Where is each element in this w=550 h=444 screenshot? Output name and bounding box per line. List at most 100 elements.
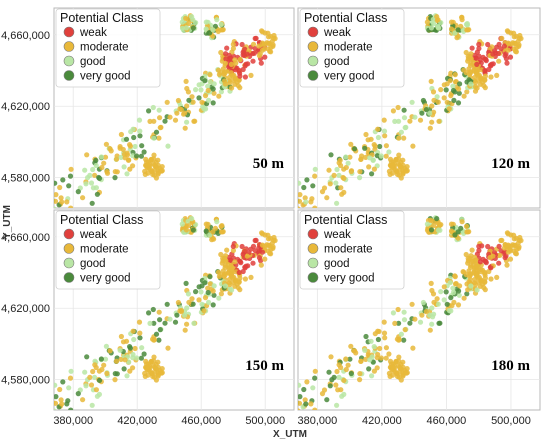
- data-point: [456, 90, 462, 96]
- data-point: [222, 283, 228, 289]
- data-point: [193, 87, 199, 93]
- axes-layer: 4,580,000 4,620,000 4,660,000 4,580,000 4,62…: [1, 30, 531, 427]
- data-point: [431, 223, 437, 229]
- data-point: [54, 400, 59, 406]
- data-point: [242, 63, 248, 69]
- data-point: [185, 21, 192, 27]
- data-point: [398, 129, 404, 135]
- data-point: [66, 385, 72, 391]
- data-point: [483, 258, 489, 265]
- data-point: [357, 377, 363, 383]
- data-point: [222, 81, 228, 87]
- data-point: [139, 143, 145, 149]
- data-point: [205, 87, 211, 94]
- data-point: [298, 400, 303, 406]
- data-point: [189, 94, 195, 100]
- data-point: [341, 175, 347, 181]
- legend-swatch: [307, 272, 319, 283]
- data-point: [258, 60, 264, 66]
- data-point: [259, 47, 266, 53]
- data-point: [464, 27, 470, 33]
- data-point: [496, 260, 502, 266]
- data-point: [469, 45, 475, 51]
- data-point: [452, 274, 458, 280]
- data-point: [223, 258, 229, 264]
- data-point: [496, 41, 502, 48]
- data-point: [436, 25, 442, 31]
- data-point: [504, 262, 510, 268]
- data-point: [138, 355, 144, 361]
- data-point: [397, 369, 403, 375]
- data-point: [381, 128, 388, 134]
- data-point: [157, 327, 163, 333]
- data-point: [214, 17, 220, 23]
- data-point: [138, 153, 144, 159]
- data-point: [396, 354, 402, 360]
- data-point: [424, 19, 430, 25]
- data-point: [319, 391, 326, 397]
- data-point: [137, 330, 143, 336]
- data-point: [396, 320, 402, 326]
- data-point: [258, 262, 264, 268]
- data-point: [310, 385, 316, 391]
- points: [54, 215, 278, 410]
- data-point: [392, 320, 398, 326]
- legend-swatch: [307, 257, 319, 269]
- data-point: [54, 408, 57, 410]
- legend-entry: good: [324, 258, 350, 270]
- data-point: [157, 125, 163, 131]
- data-point: [75, 391, 81, 397]
- data-point: [447, 78, 453, 84]
- data-point: [218, 27, 224, 33]
- data-point: [490, 253, 496, 259]
- data-point: [383, 153, 389, 159]
- data-point: [459, 17, 465, 23]
- data-point: [461, 93, 467, 99]
- data-point: [381, 117, 387, 123]
- data-point: [377, 345, 383, 352]
- data-point: [134, 153, 140, 159]
- data-point: [158, 168, 165, 174]
- data-point: [516, 42, 522, 48]
- data-point: [136, 319, 143, 325]
- data-point: [183, 227, 189, 233]
- legend: Potential Class weak moderate good very good: [55, 210, 161, 290]
- data-point: [428, 227, 435, 233]
- data-point: [130, 328, 136, 334]
- data-point: [463, 223, 470, 229]
- data-point: [201, 106, 207, 112]
- data-point: [224, 247, 230, 253]
- data-point: [113, 156, 120, 162]
- data-point: [132, 143, 138, 150]
- data-point: [301, 184, 307, 191]
- data-point: [92, 374, 98, 380]
- data-point: [328, 152, 334, 158]
- data-point: [371, 344, 377, 350]
- data-point: [436, 227, 442, 233]
- data-point: [164, 301, 170, 307]
- data-point: [436, 118, 442, 124]
- data-point: [427, 125, 433, 131]
- data-point: [298, 180, 302, 186]
- data-point: [423, 309, 429, 315]
- data-point: [216, 295, 222, 301]
- data-point: [229, 85, 235, 91]
- data-point: [435, 99, 441, 105]
- data-point: [472, 281, 479, 288]
- data-point: [148, 359, 154, 365]
- data-point: [505, 40, 511, 46]
- data-point: [424, 221, 430, 227]
- data-point: [183, 280, 189, 286]
- legend-swatch: [63, 257, 75, 269]
- data-point: [333, 180, 339, 186]
- data-point: [130, 355, 136, 361]
- legend-swatch: [307, 55, 319, 67]
- data-point: [434, 216, 440, 222]
- data-point: [211, 90, 217, 96]
- data-point: [401, 107, 407, 113]
- data-point: [463, 21, 470, 27]
- data-point: [502, 255, 508, 261]
- data-point: [210, 288, 216, 294]
- data-point: [229, 275, 235, 281]
- data-point: [334, 200, 340, 206]
